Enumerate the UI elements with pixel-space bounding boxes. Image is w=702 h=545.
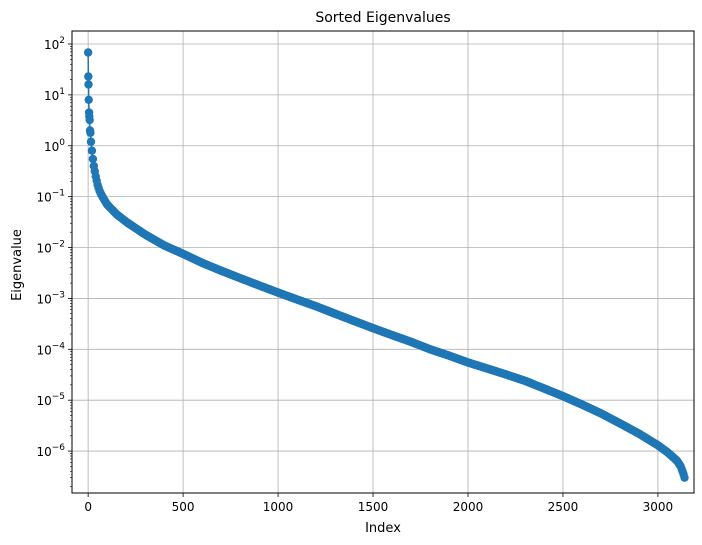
data-point <box>84 72 93 81</box>
y-tick-label: 101 <box>44 87 65 103</box>
y-axis-ticks: 10−6 10−5 10−4 10−3 10−2 10−1 100 101 102 <box>36 36 72 487</box>
data-point <box>86 137 96 146</box>
y-tick-label: 10−1 <box>36 189 65 205</box>
y-tick-label: 10−4 <box>36 341 65 357</box>
x-tick-label: 500 <box>172 500 195 514</box>
x-axis-ticks: 0 500 1000 1500 2000 2500 3000 <box>84 493 673 514</box>
x-axis-label: Index <box>365 521 401 536</box>
y-axis-label: Eigenvalue <box>10 229 25 301</box>
x-tick-label: 2500 <box>548 500 579 514</box>
x-tick-label: 3000 <box>643 500 674 514</box>
y-tick-label: 10−5 <box>36 392 65 408</box>
data-point <box>83 48 93 57</box>
plot-frame <box>71 30 695 494</box>
gridlines <box>72 31 694 493</box>
x-tick-label: 0 <box>84 500 92 514</box>
x-tick-label: 2000 <box>453 500 484 514</box>
data-point <box>84 95 93 105</box>
data-point <box>680 473 689 482</box>
x-tick-label: 1000 <box>263 500 294 514</box>
y-tick-label: 10−6 <box>36 443 65 459</box>
y-tick-label: 10−3 <box>36 290 65 306</box>
data-point <box>88 154 98 164</box>
y-tick-label: 10−2 <box>36 240 65 256</box>
x-tick-label: 1500 <box>358 500 389 514</box>
data-point <box>86 128 95 137</box>
data-point <box>85 115 94 125</box>
data-point <box>87 146 97 155</box>
y-tick-label: 100 <box>44 138 65 154</box>
y-tick-label: 102 <box>44 36 65 52</box>
data-point <box>84 80 93 89</box>
chart-title: Sorted Eigenvalues <box>315 10 450 26</box>
series-eigenvalues <box>83 48 689 482</box>
